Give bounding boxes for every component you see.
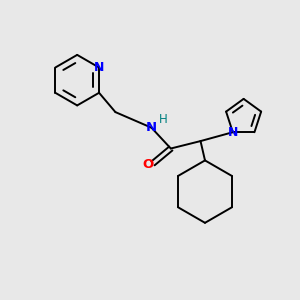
- Text: H: H: [158, 113, 167, 126]
- Text: N: N: [228, 126, 238, 139]
- Text: O: O: [142, 158, 153, 171]
- Text: N: N: [146, 121, 157, 134]
- Text: N: N: [94, 61, 104, 74]
